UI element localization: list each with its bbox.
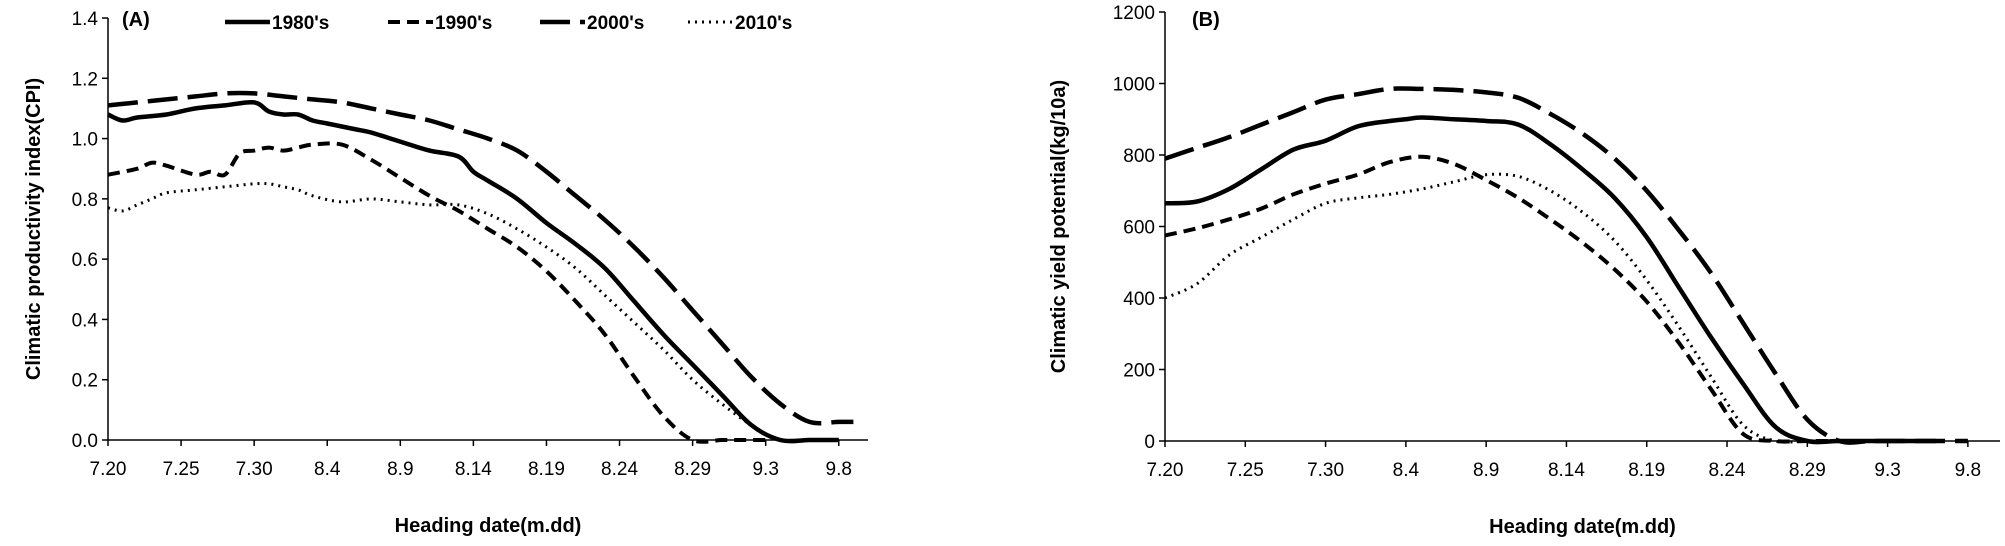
x-tick-label: 8.24 <box>601 459 638 480</box>
x-tick-label: 9.8 <box>826 459 852 480</box>
y-tick-label: 0.0 <box>72 431 98 452</box>
x-tick-label: 8.19 <box>1628 460 1665 481</box>
x-tick-label: 8.9 <box>1473 460 1499 481</box>
x-tick-label: 7.25 <box>163 459 200 480</box>
x-tick-label: 7.30 <box>236 459 273 480</box>
y-tick-label: 1200 <box>1113 3 1155 24</box>
series-line-2000s <box>107 90 854 426</box>
series-line-2010s <box>1164 172 1872 444</box>
panel-label: (A) <box>122 9 150 31</box>
panel-label: (B) <box>1192 9 1220 31</box>
x-tick-label: 9.8 <box>1955 460 1981 481</box>
y-tick-label: 1000 <box>1113 75 1155 96</box>
y-tick-label: 0.6 <box>72 250 98 271</box>
y-axis-title: Climatic yield potential(kg/10a) <box>1048 80 1070 373</box>
y-tick-label: 1.0 <box>72 130 98 151</box>
series-line-1980s <box>107 99 839 444</box>
y-tick-label: 0.4 <box>72 310 99 331</box>
series-line-1990s <box>107 141 766 444</box>
series-line-1990s <box>1164 154 1840 444</box>
legend: 1980's 1990's 2000's 2010's <box>225 13 792 34</box>
y-tick-label: 1.2 <box>72 69 98 90</box>
x-tick-label: 9.3 <box>1874 460 1900 481</box>
x-tick-label: 8.14 <box>1548 460 1585 481</box>
x-tick-label: 8.9 <box>387 459 413 480</box>
x-axis-title: Heading date(m.dd) <box>395 515 582 537</box>
series-line-1980s <box>1164 115 1936 445</box>
legend-label: 2010's <box>735 13 792 34</box>
x-tick-label: 8.29 <box>674 459 711 480</box>
y-tick-label: 600 <box>1123 218 1155 239</box>
panel-a-chart: 0.0 0.2 0.4 0.6 0.8 1.0 1.2 1.4 7.20 7.25 7.30 8.4 8… <box>23 9 868 537</box>
x-tick-label: 7.30 <box>1307 460 1344 481</box>
y-tick-label: 200 <box>1123 361 1155 382</box>
x-tick-label: 8.4 <box>1393 460 1420 481</box>
legend-label: 2000's <box>587 13 644 34</box>
y-tick-label: 1.4 <box>72 9 99 30</box>
y-tick-label: 0.2 <box>72 371 98 392</box>
x-tick-label: 7.25 <box>1227 460 1264 481</box>
x-tick-label: 8.14 <box>455 459 492 480</box>
y-tick-label: 0.8 <box>72 190 98 211</box>
x-tick-label: 7.20 <box>1147 460 1184 481</box>
x-tick-label: 8.19 <box>528 459 565 480</box>
x-axis-title: Heading date(m.dd) <box>1489 516 1676 538</box>
x-tick-label: 8.4 <box>314 459 341 480</box>
legend-label: 1990's <box>435 13 492 34</box>
y-axis-title: Climatic productivity index(CPI) <box>23 78 45 380</box>
y-tick-label: 400 <box>1123 289 1155 310</box>
x-tick-label: 8.29 <box>1789 460 1826 481</box>
x-tick-label: 9.3 <box>752 459 778 480</box>
x-tick-label: 8.24 <box>1709 460 1746 481</box>
y-tick-label: 800 <box>1123 146 1155 167</box>
panel-b-chart: 0 200 400 600 800 1000 1200 7.20 7.25 7.30 8.4 8.9 8… <box>1048 3 2000 538</box>
y-tick-label: 0 <box>1144 432 1155 453</box>
legend-label: 1980's <box>272 13 329 34</box>
series-line-2000s <box>1164 86 1968 445</box>
x-tick-label: 7.20 <box>90 459 127 480</box>
